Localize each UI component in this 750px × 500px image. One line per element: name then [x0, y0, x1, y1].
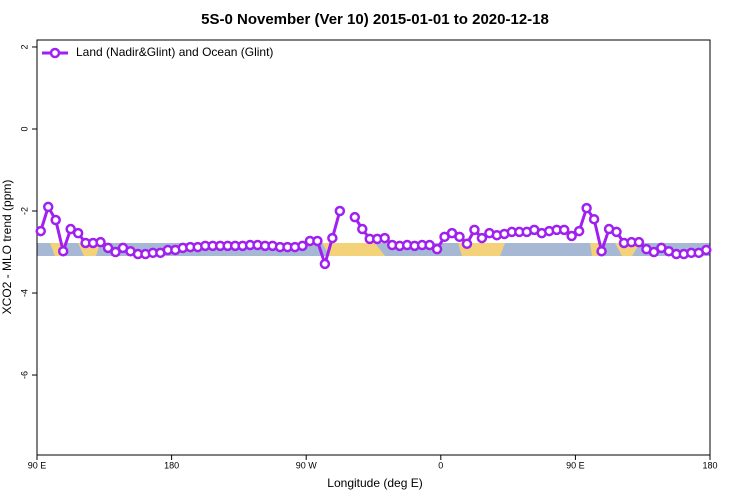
data-point — [65, 223, 76, 235]
x-axis-label: Longitude (deg E) — [327, 476, 422, 490]
data-point — [633, 236, 645, 248]
data-point — [297, 240, 308, 252]
x-tick-label: 90 W — [296, 460, 318, 470]
data-point — [461, 238, 473, 250]
x-tick-label: 180 — [702, 460, 717, 470]
data-point — [72, 227, 84, 239]
x-tick-label: 0 — [438, 460, 443, 470]
data-point — [424, 239, 435, 251]
data-point — [349, 211, 361, 223]
data-point — [319, 258, 331, 270]
y-tick-label: -6 — [19, 371, 29, 379]
data-point — [42, 201, 54, 213]
data-point — [35, 225, 46, 237]
data-point — [57, 245, 69, 257]
data-point — [379, 232, 390, 244]
data-point — [454, 231, 465, 243]
x-tick-label: 90 E — [566, 460, 585, 470]
data-point — [357, 223, 368, 235]
legend-label: Land (Nadir&Glint) and Ocean (Glint) — [76, 45, 273, 59]
data-point — [50, 214, 61, 226]
data-point — [476, 232, 488, 244]
data-point — [611, 226, 622, 238]
data-point — [327, 232, 338, 244]
data-point — [573, 225, 585, 237]
data-point — [312, 235, 323, 247]
data-point — [95, 236, 106, 248]
data-point — [110, 246, 121, 258]
y-tick-label: -4 — [19, 289, 29, 297]
y-tick-label: 0 — [19, 126, 29, 131]
data-point — [588, 213, 600, 225]
data-point — [558, 224, 570, 236]
y-tick-label: -2 — [19, 207, 29, 215]
data-point — [102, 242, 114, 254]
y-tick-label: 2 — [19, 44, 29, 49]
data-point — [334, 205, 346, 217]
legend-marker — [49, 47, 61, 59]
y-axis-label: XCO2 - MLO trend (ppm) — [0, 180, 14, 315]
x-tick-label: 180 — [164, 460, 179, 470]
data-point — [596, 245, 607, 257]
data-point — [431, 243, 443, 255]
data-point — [581, 202, 592, 214]
data-point — [566, 230, 577, 242]
x-tick-label: 90 E — [28, 460, 47, 470]
data-point — [701, 244, 712, 256]
chart-title: 5S-0 November (Ver 10) 2015-01-01 to 202… — [201, 11, 549, 28]
data-point — [469, 224, 480, 236]
data-point — [648, 246, 660, 258]
land — [322, 243, 385, 256]
